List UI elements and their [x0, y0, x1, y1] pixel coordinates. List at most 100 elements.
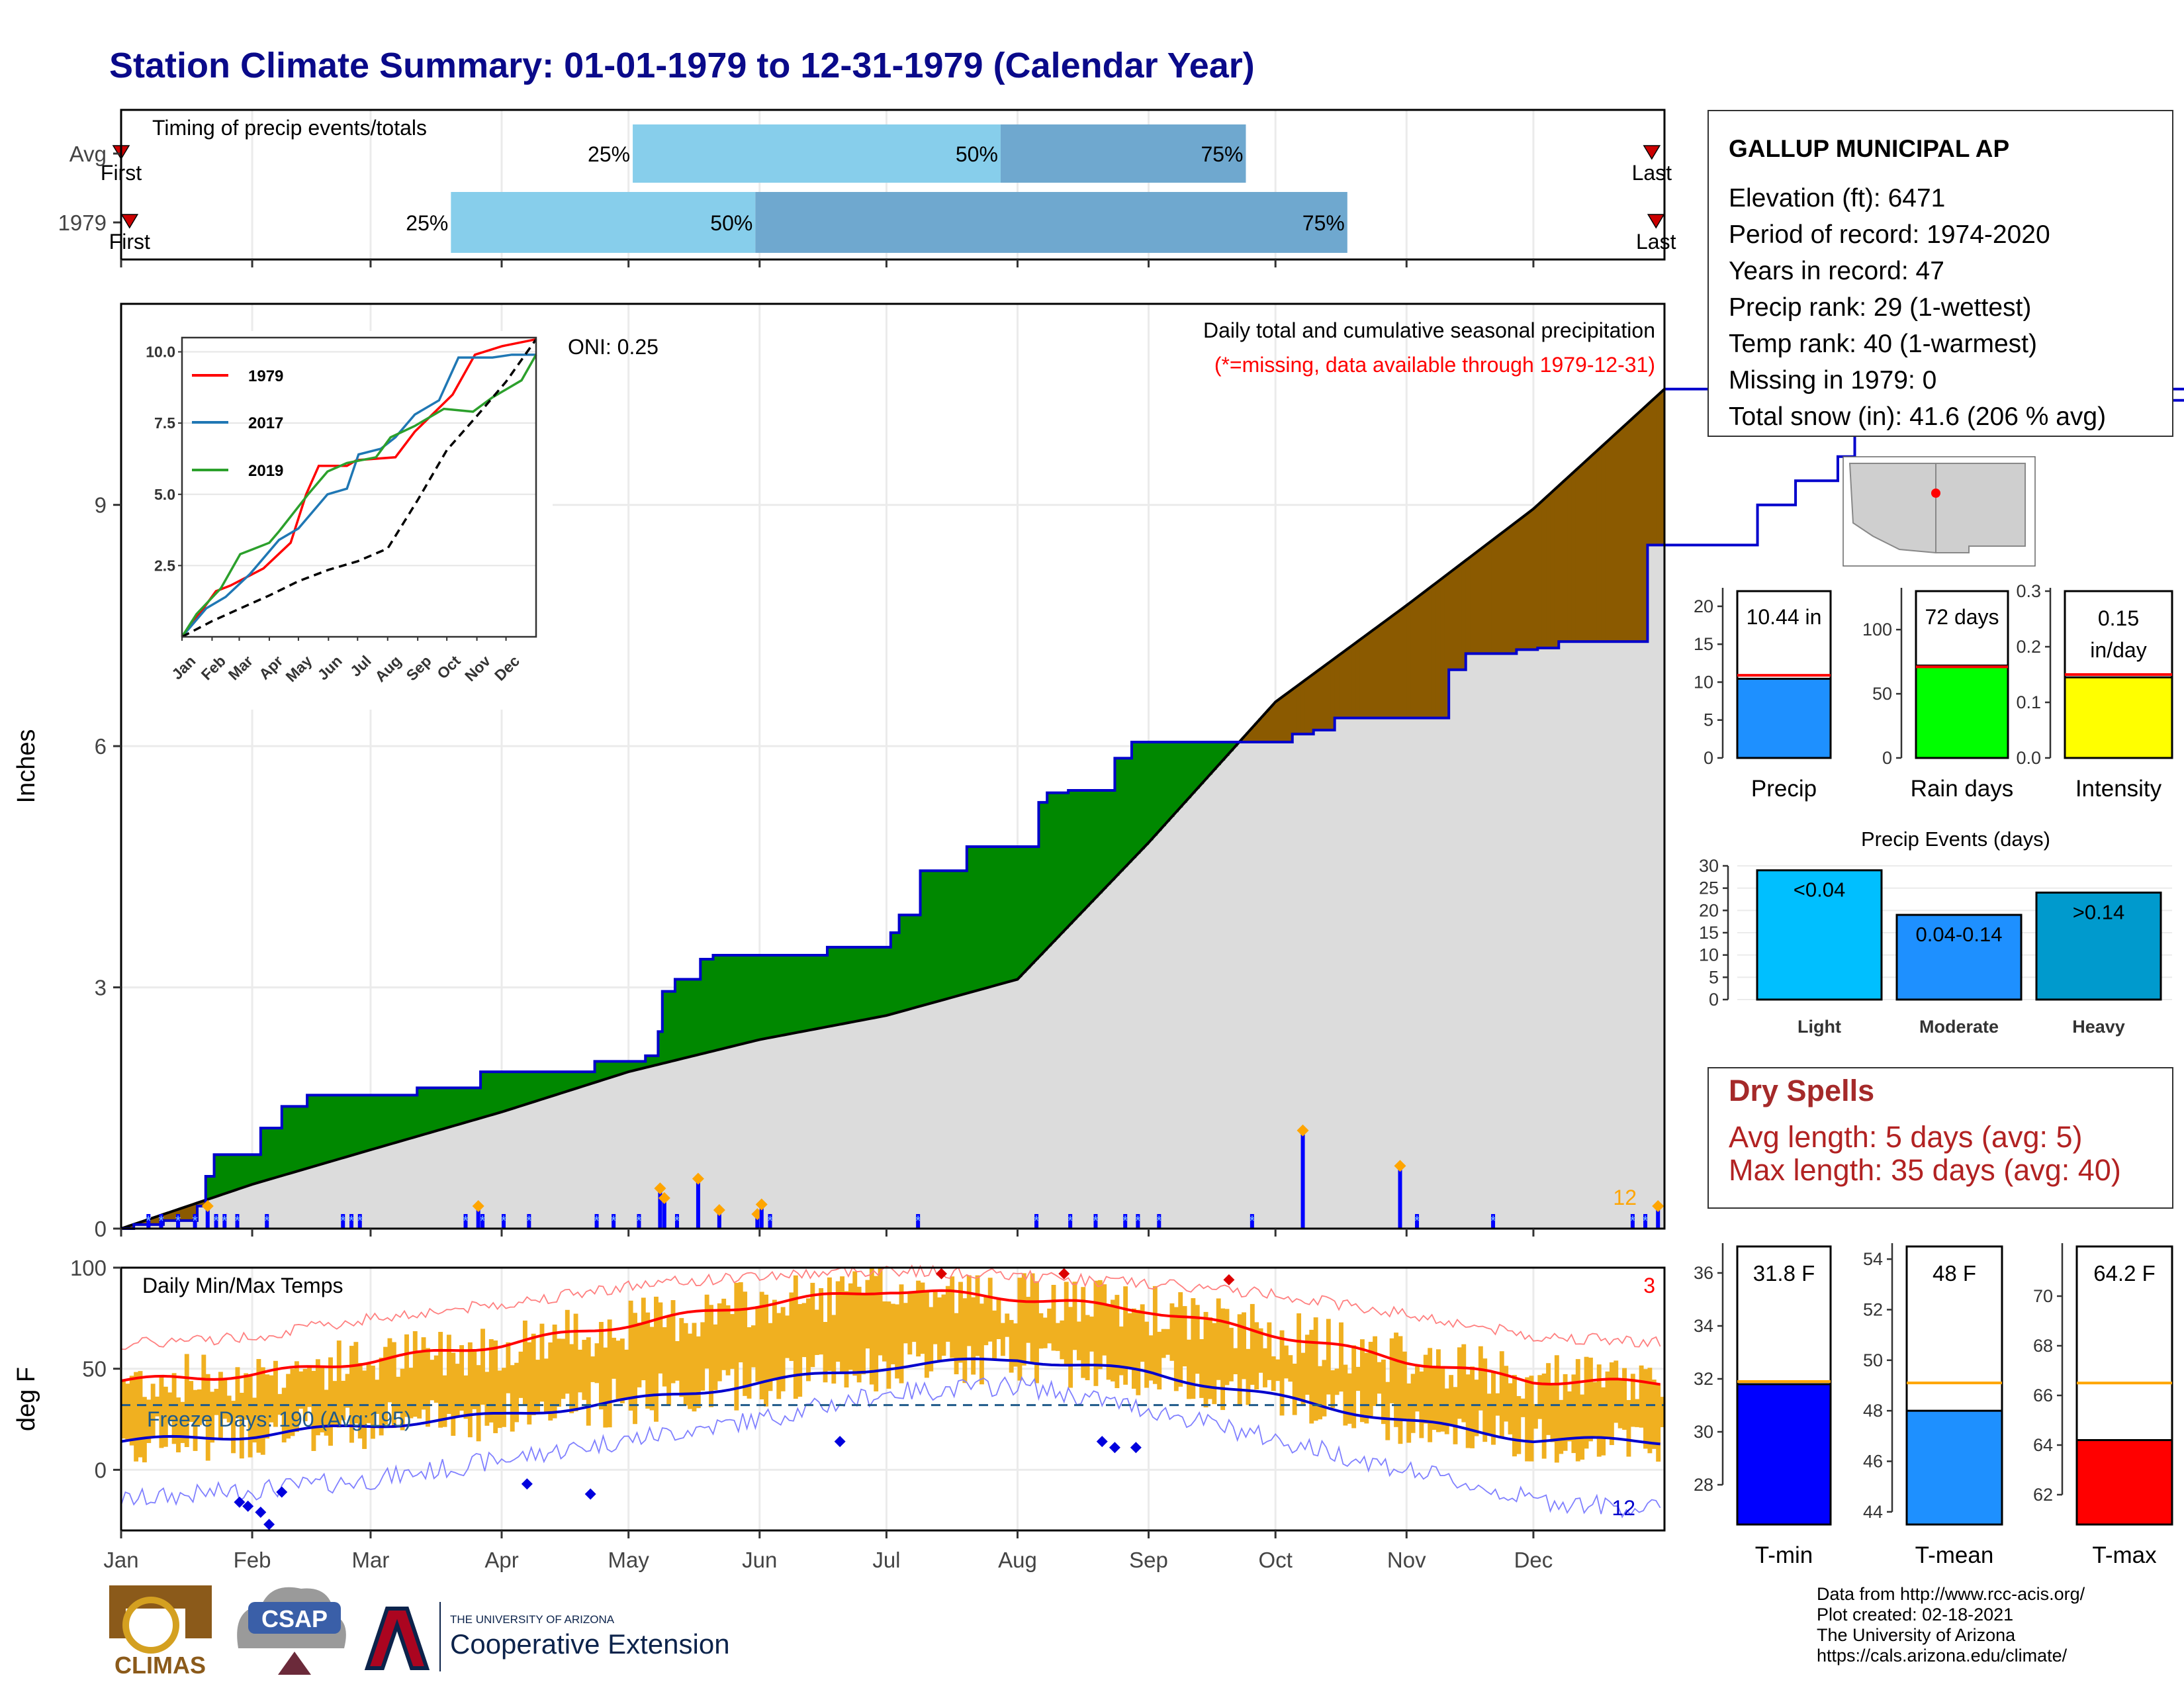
surplus-fill	[421, 1088, 426, 1135]
daily-temp-range-bar	[1242, 1312, 1246, 1380]
timing-label-q50: 50%	[710, 211, 752, 235]
daily-temp-range-bar	[298, 1371, 304, 1409]
summary-y-label: 0.0	[2016, 748, 2041, 768]
daily-temp-range-bar	[1449, 1375, 1454, 1427]
daily-temp-range-bar	[1300, 1352, 1306, 1406]
daily-temp-range-bar	[1060, 1320, 1065, 1360]
trace-star: *	[1250, 1213, 1255, 1229]
surplus-fill	[920, 870, 925, 1006]
record-low-marker	[834, 1436, 846, 1448]
deficit-fill	[1504, 530, 1509, 654]
daily-temp-range-bar	[569, 1344, 574, 1413]
surplus-fill	[810, 955, 815, 1030]
surplus-fill	[1224, 742, 1230, 756]
surplus-fill	[472, 1088, 477, 1120]
daily-temp-range-bar	[1592, 1382, 1598, 1437]
deficit-fill	[1563, 479, 1568, 642]
deficit-fill	[1605, 441, 1610, 642]
daily-temp-range-bar	[510, 1365, 515, 1432]
daily-temp-range-bar	[1601, 1387, 1606, 1456]
surplus-fill	[552, 1072, 557, 1096]
deficit-fill	[1516, 520, 1522, 650]
daily-temp-range-bar	[341, 1380, 346, 1421]
logos: CLIMAS CSAP THE UNIVERSITY OF ARIZONA Coope…	[109, 1585, 730, 1679]
temps-x-label: Jul	[872, 1548, 900, 1572]
daily-temp-range-bar	[1499, 1351, 1504, 1437]
daily-temp-range-bar	[1191, 1298, 1196, 1399]
surplus-fill	[383, 1095, 388, 1146]
daily-temp-range-bar	[1537, 1375, 1543, 1419]
daily-temp-range-bar	[1224, 1309, 1230, 1385]
surplus-fill	[315, 1095, 320, 1166]
summary-y-label: 50	[1872, 684, 1892, 704]
climas-logo-shape	[109, 1585, 212, 1638]
daily-temp-range-bar	[1609, 1362, 1614, 1445]
daily-temp-range-bar	[615, 1340, 621, 1399]
daily-temp-range-bar	[1520, 1398, 1525, 1417]
daily-temp-range-bar	[121, 1381, 126, 1439]
daily-temp-range-bar	[1398, 1336, 1403, 1444]
daily-temp-range-bar	[239, 1393, 244, 1459]
daily-temp-range-bar	[1529, 1376, 1534, 1462]
daily-temp-range-bar	[1271, 1356, 1276, 1391]
deficit-fill	[1584, 460, 1589, 642]
surplus-fill	[205, 1176, 210, 1199]
record-low-marker	[1096, 1436, 1108, 1448]
summary-value-text: 10.44 in	[1747, 605, 1822, 629]
surplus-fill	[831, 947, 837, 1026]
daily-temp-range-bar	[1533, 1404, 1538, 1429]
temps-x-label: May	[608, 1548, 650, 1572]
precip-y-label: 0	[95, 1217, 107, 1241]
daily-temp-range-bar	[336, 1340, 341, 1428]
surplus-fill	[721, 955, 727, 1049]
surplus-fill	[370, 1095, 375, 1150]
daily-temp-range-bar	[353, 1342, 359, 1424]
daily-temp-range-bar	[379, 1357, 384, 1436]
daily-temp-range-bar	[971, 1297, 976, 1375]
surplus-fill	[366, 1095, 371, 1150]
daily-temp-range-bar	[366, 1363, 371, 1423]
largest-event-marker	[1297, 1124, 1309, 1137]
ua-a-logo	[364, 1607, 430, 1670]
surplus-fill	[679, 979, 684, 1059]
surplus-fill	[785, 955, 790, 1035]
surplus-fill	[945, 870, 950, 999]
deficit-fill	[1377, 626, 1382, 718]
daily-temp-range-bar	[1246, 1348, 1251, 1405]
surplus-fill	[349, 1095, 354, 1156]
daily-temp-range-bar	[129, 1376, 134, 1446]
surplus-fill	[933, 870, 938, 1002]
daily-temp-range-bar	[1233, 1348, 1238, 1375]
daily-temp-range-bar	[362, 1370, 367, 1449]
surplus-fill	[1017, 846, 1023, 978]
deficit-fill	[1626, 422, 1631, 642]
daily-temp-range-bar	[518, 1351, 523, 1398]
daily-temp-range-bar	[142, 1397, 147, 1463]
deficit-fill	[1419, 594, 1424, 718]
daily-temp-range-bar	[1258, 1328, 1263, 1373]
surplus-fill	[235, 1154, 240, 1190]
temps-x-label: Nov	[1387, 1548, 1426, 1572]
surplus-fill	[619, 1061, 625, 1074]
temp-y-label: 64	[2033, 1435, 2053, 1455]
daily-temp-range-bar	[1385, 1382, 1390, 1440]
surplus-fill	[1169, 742, 1175, 817]
temp-y-label: 62	[2033, 1485, 2053, 1505]
surplus-fill	[1009, 846, 1014, 982]
daily-temp-range-bar	[1334, 1368, 1340, 1395]
daily-temp-range-bar	[539, 1323, 545, 1402]
trace-star: *	[340, 1213, 346, 1229]
daily-temp-range-bar	[612, 1337, 617, 1379]
daily-temp-range-bar	[201, 1354, 206, 1421]
surplus-fill	[417, 1088, 422, 1136]
daily-precip-bar-small	[612, 1214, 616, 1229]
surplus-fill	[674, 979, 680, 1060]
deficit-fill	[1313, 672, 1318, 730]
surplus-fill	[924, 870, 929, 1005]
surplus-fill	[391, 1095, 396, 1143]
daily-precip-bar-small	[527, 1214, 531, 1229]
daily-temp-range-bar	[332, 1381, 338, 1428]
deficit-fill	[1271, 704, 1276, 743]
surplus-fill	[476, 1088, 481, 1119]
temp-y-label: 32	[1694, 1369, 1713, 1389]
